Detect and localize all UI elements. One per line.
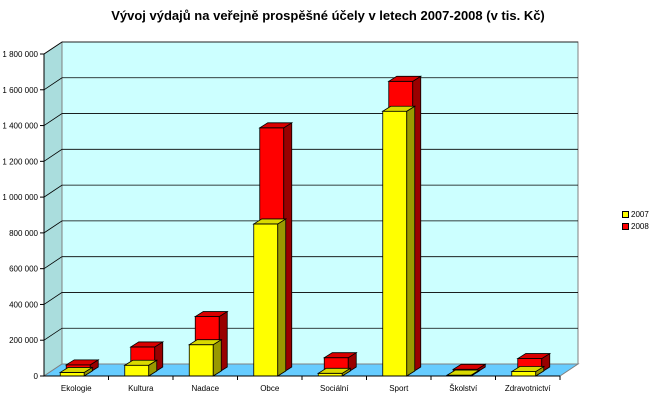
bar-2008-3-top [258,122,294,129]
bar-2007-5-side [406,105,416,377]
bar-2008-1-top [129,341,165,348]
bar-2007-5-front [382,110,408,377]
bar-2007-3-side [277,218,287,377]
legend-item-2008: 2008 [622,220,656,232]
y-tick-label: 1 600 000 [2,86,38,95]
bar-2007-4-top [316,367,352,374]
bar-2007-2-front [188,344,214,377]
bar-2007-5-top [381,105,417,112]
bar-2007-7 [510,365,546,377]
legend-label-2007: 2007 [631,209,649,219]
bar-2007-0 [58,366,94,377]
x-tick-label: Nadace [191,384,219,393]
x-tick-label: Obce [260,384,280,393]
y-tick-label: 1 800 000 [2,50,38,59]
x-tick-label: Zdravotnictví [505,384,552,393]
bar-2008-4-top [322,352,358,359]
x-tick-label: Kultura [128,384,154,393]
bar-2008-2-top [193,311,229,317]
bar-2007-6-top [445,369,481,376]
x-tick-label: Ekologie [61,384,92,393]
bar-2007-5 [381,105,417,377]
legend-label-2008: 2008 [631,221,649,231]
y-tick-label: 400 000 [9,300,38,309]
bar-2007-1 [123,359,159,377]
y-tick-label: 1 200 000 [2,157,38,166]
bar-2007-0-front [59,372,85,377]
bar-2007-2 [187,338,223,377]
bar-2007-2-side [212,338,222,377]
x-tick-label: Sport [389,384,409,393]
bar-2007-2-top [187,339,223,346]
y-tick-label: 1 400 000 [2,122,38,131]
side-wall [43,41,63,377]
bar-2008-6-top [451,363,487,370]
bar-2007-7-top [510,366,546,372]
bar-2008-0-top [64,359,100,366]
bar-2007-7-front [511,371,537,377]
bar-2007-3 [252,218,288,377]
y-tick-label: 1 000 000 [2,193,38,202]
chart-title: Vývoj výdajů na veřejně prospěšné účely … [111,8,545,23]
bar-2008-5-top [387,75,423,82]
bar-2007-3-top [252,218,288,225]
bar-2007-4 [316,367,352,377]
x-tick-label: Sociální [320,384,349,393]
chart-legend: 2007 2008 [622,208,656,234]
chart-floor [42,363,580,377]
bar-2007-0-top [58,367,94,373]
back-wall [61,41,579,365]
x-tick-label: Školství [449,384,478,393]
bar-2007-1-front [124,364,150,377]
legend-swatch-2007 [622,210,629,218]
legend-item-2007: 2007 [622,208,656,220]
legend-swatch-2008 [622,222,629,230]
bar-2008-7-top [516,353,552,359]
y-tick-label: 0 [34,372,39,381]
y-tick-label: 200 000 [9,336,38,345]
y-tick-label: 800 000 [9,229,38,238]
y-tick-label: 600 000 [9,265,38,274]
bar-2007-3-front [253,223,279,377]
bar-2007-1-top [123,359,159,366]
gridline [43,41,578,55]
